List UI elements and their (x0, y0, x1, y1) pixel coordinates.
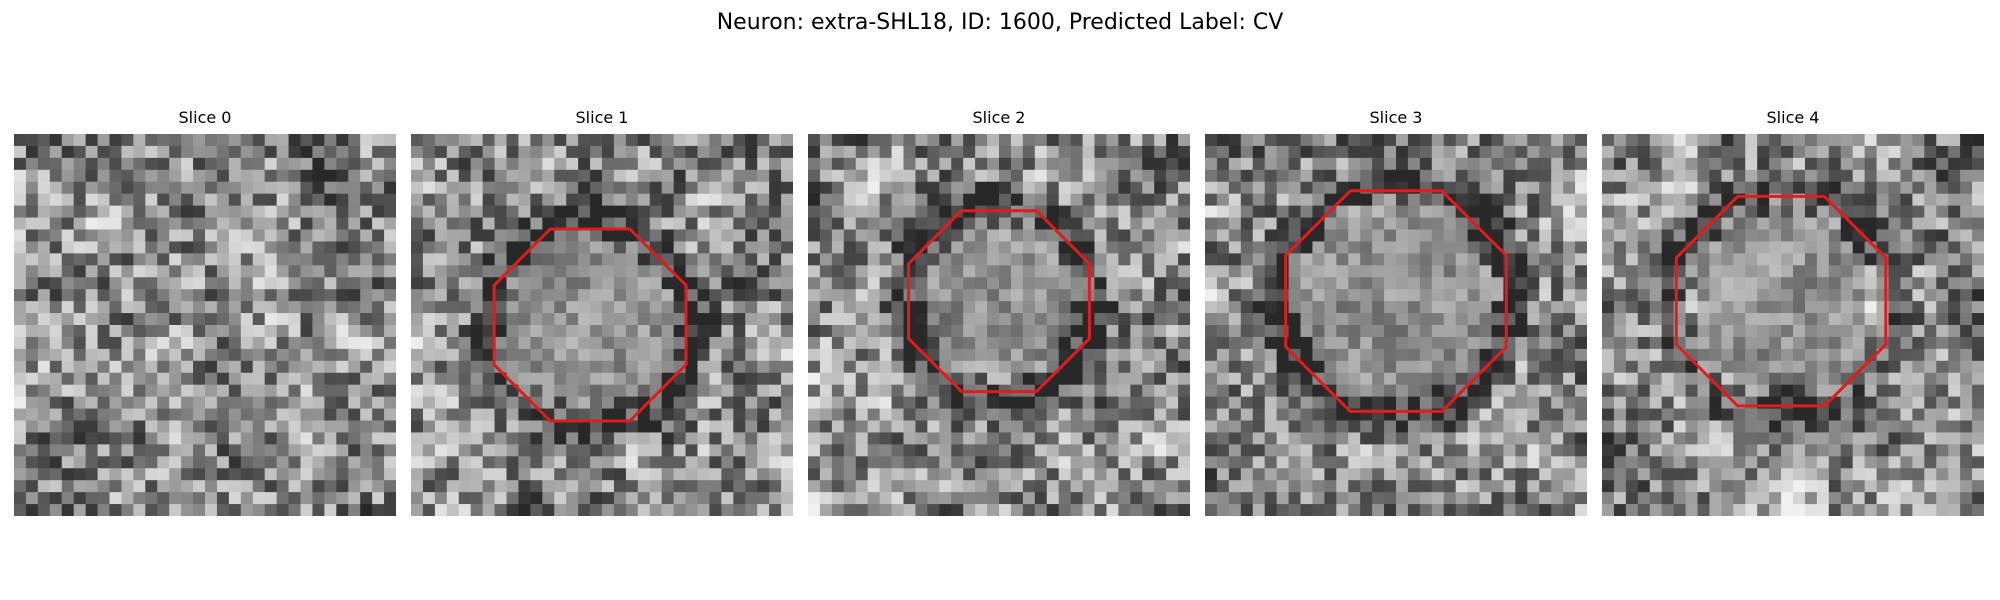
slice-image (14, 134, 396, 516)
pixel-grid (1602, 134, 1984, 516)
slice-panel-0: Slice 0 (14, 108, 396, 128)
slice-title: Slice 3 (1205, 108, 1587, 128)
slice-title: Slice 1 (411, 108, 793, 128)
slice-image (1205, 134, 1587, 516)
slice-panel-1: Slice 1 (411, 108, 793, 128)
slice-title: Slice 4 (1602, 108, 1984, 128)
pixel-grid (14, 134, 396, 516)
slice-panel-2: Slice 2 (808, 108, 1190, 128)
pixel-grid (411, 134, 793, 516)
slice-title: Slice 2 (808, 108, 1190, 128)
slice-image (1602, 134, 1984, 516)
slice-image (808, 134, 1190, 516)
figure-title: Neuron: extra-SHL18, ID: 1600, Predicted… (0, 8, 2000, 38)
slice-panel-4: Slice 4 (1602, 108, 1984, 128)
pixel-grid (808, 134, 1190, 516)
slice-title: Slice 0 (14, 108, 396, 128)
slice-image (411, 134, 793, 516)
slice-panel-3: Slice 3 (1205, 108, 1587, 128)
